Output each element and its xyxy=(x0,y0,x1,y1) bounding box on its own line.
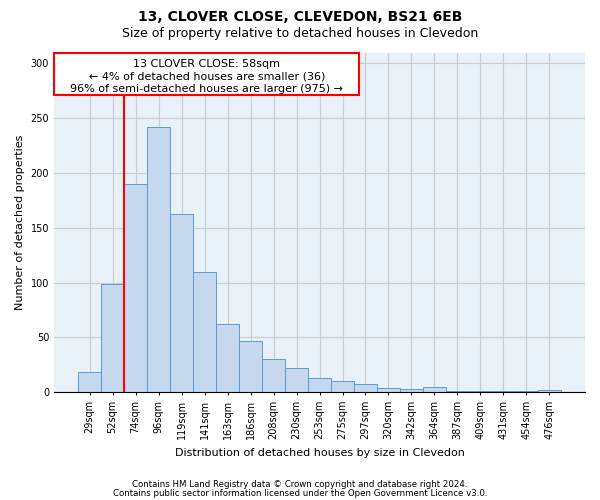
Bar xyxy=(170,214,193,392)
X-axis label: Distribution of detached houses by size in Clevedon: Distribution of detached houses by size … xyxy=(175,448,464,458)
Text: Contains public sector information licensed under the Open Government Licence v3: Contains public sector information licen… xyxy=(113,488,487,498)
FancyBboxPatch shape xyxy=(54,52,359,95)
Text: 13 CLOVER CLOSE: 58sqm: 13 CLOVER CLOSE: 58sqm xyxy=(133,58,280,68)
Bar xyxy=(124,184,147,392)
Bar xyxy=(515,391,538,392)
Bar xyxy=(400,388,423,392)
Y-axis label: Number of detached properties: Number of detached properties xyxy=(15,134,25,310)
Bar xyxy=(239,340,262,392)
Bar xyxy=(101,284,124,392)
Bar xyxy=(354,384,377,392)
Bar xyxy=(147,127,170,392)
Bar xyxy=(285,368,308,392)
Bar xyxy=(377,388,400,392)
Bar xyxy=(78,372,101,392)
Bar xyxy=(331,381,354,392)
Text: ← 4% of detached houses are smaller (36): ← 4% of detached houses are smaller (36) xyxy=(89,72,325,82)
Text: 13, CLOVER CLOSE, CLEVEDON, BS21 6EB: 13, CLOVER CLOSE, CLEVEDON, BS21 6EB xyxy=(138,10,462,24)
Text: Size of property relative to detached houses in Clevedon: Size of property relative to detached ho… xyxy=(122,28,478,40)
Bar xyxy=(423,386,446,392)
Bar xyxy=(262,359,285,392)
Bar xyxy=(216,324,239,392)
Bar xyxy=(308,378,331,392)
Bar xyxy=(469,391,492,392)
Bar xyxy=(492,391,515,392)
Bar xyxy=(538,390,561,392)
Bar xyxy=(446,391,469,392)
Text: 96% of semi-detached houses are larger (975) →: 96% of semi-detached houses are larger (… xyxy=(70,84,343,94)
Bar xyxy=(193,272,216,392)
Text: Contains HM Land Registry data © Crown copyright and database right 2024.: Contains HM Land Registry data © Crown c… xyxy=(132,480,468,489)
